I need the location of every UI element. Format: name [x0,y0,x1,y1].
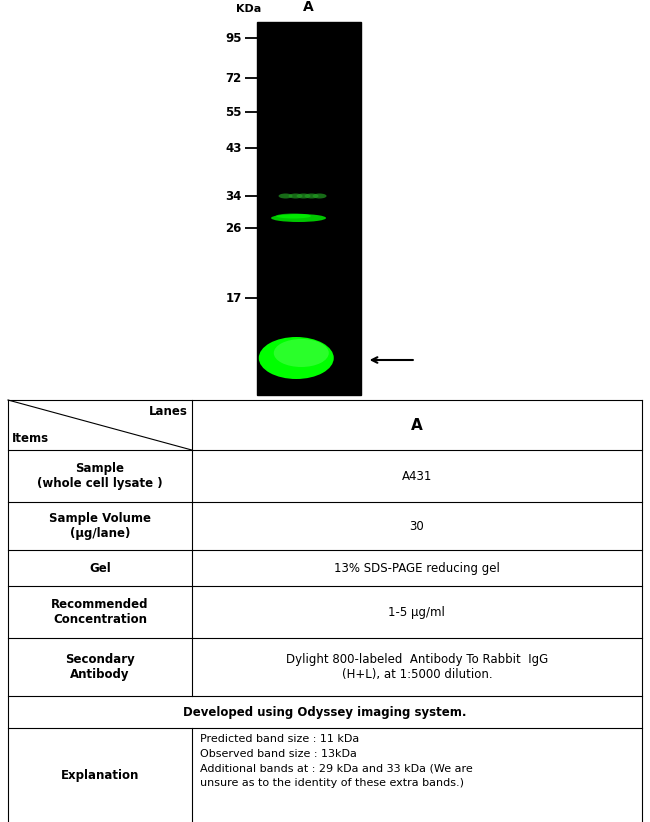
Ellipse shape [313,193,326,198]
Ellipse shape [274,339,329,367]
Text: 30: 30 [410,520,424,533]
Text: A431: A431 [402,469,432,483]
Ellipse shape [289,193,302,198]
Text: 1-5 μg/ml: 1-5 μg/ml [389,606,445,618]
Bar [257,22,361,395]
Ellipse shape [259,337,333,379]
Text: Predicted band size : 11 kDa
Observed band size : 13kDa
Additional bands at : 29: Predicted band size : 11 kDa Observed ba… [200,734,473,788]
Ellipse shape [276,214,311,219]
Text: KDa: KDa [236,4,261,14]
Ellipse shape [279,193,293,198]
Text: 17: 17 [226,292,242,304]
Text: Gel: Gel [89,561,111,575]
Text: Sample Volume
(μg/lane): Sample Volume (μg/lane) [49,512,151,540]
Text: Explanation: Explanation [60,769,139,782]
Ellipse shape [305,193,318,198]
Text: 95: 95 [226,31,242,44]
Text: 26: 26 [226,221,242,234]
Text: 34: 34 [226,190,242,202]
Text: 72: 72 [226,72,242,85]
Text: 13% SDS-PAGE reducing gel: 13% SDS-PAGE reducing gel [334,561,500,575]
Text: 55: 55 [226,105,242,118]
Text: 43: 43 [226,141,242,155]
Text: Developed using Odyssey imaging system.: Developed using Odyssey imaging system. [183,705,467,718]
Ellipse shape [296,193,311,198]
Text: Items: Items [12,432,49,445]
Text: Lanes: Lanes [149,405,188,418]
Text: A: A [411,418,422,432]
Text: Recommended
Concentration: Recommended Concentration [51,598,149,626]
Text: Dylight 800-labeled  Antibody To Rabbit  IgG
(H+L), at 1:5000 dilution.: Dylight 800-labeled Antibody To Rabbit I… [286,653,548,681]
Text: Sample
(whole cell lysate ): Sample (whole cell lysate ) [37,462,162,490]
Text: Secondary
Antibody: Secondary Antibody [65,653,135,681]
Text: A: A [304,0,314,14]
Ellipse shape [271,214,326,222]
